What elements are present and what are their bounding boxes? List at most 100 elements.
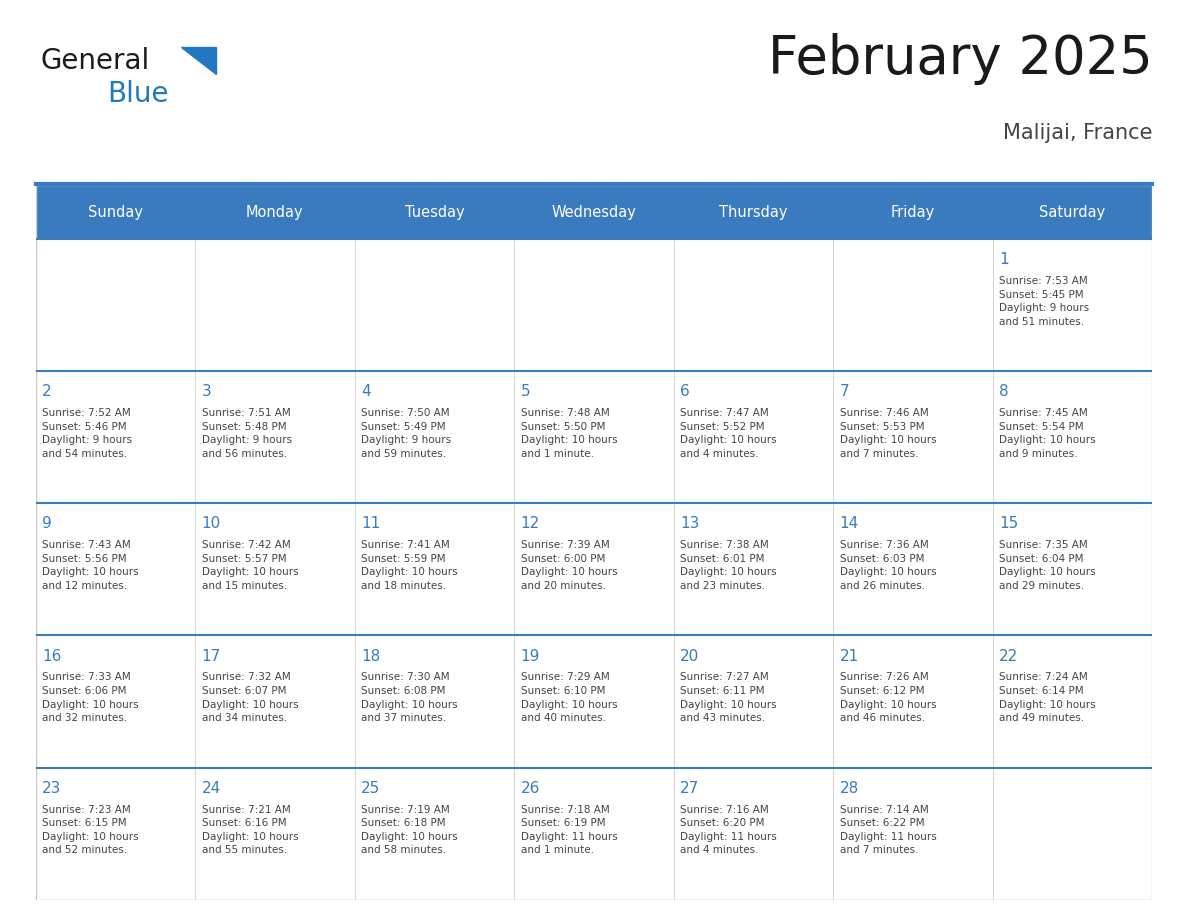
Bar (36, 767, 195, 900)
Text: Sunrise: 7:16 AM
Sunset: 6:20 PM
Daylight: 11 hours
and 4 minutes.: Sunrise: 7:16 AM Sunset: 6:20 PM Dayligh… (681, 804, 777, 856)
Bar (833, 239, 993, 371)
Bar (674, 635, 833, 767)
Bar (514, 371, 674, 503)
Text: Saturday: Saturday (1040, 205, 1106, 219)
Text: Sunrise: 7:18 AM
Sunset: 6:19 PM
Daylight: 11 hours
and 1 minute.: Sunrise: 7:18 AM Sunset: 6:19 PM Dayligh… (520, 804, 618, 856)
Text: 25: 25 (361, 780, 380, 796)
Text: 19: 19 (520, 649, 541, 664)
Text: Sunday: Sunday (88, 205, 143, 219)
Bar (355, 767, 514, 900)
Text: 27: 27 (681, 780, 700, 796)
Text: 1: 1 (999, 252, 1009, 267)
Bar (36, 635, 195, 767)
Text: Sunrise: 7:35 AM
Sunset: 6:04 PM
Daylight: 10 hours
and 29 minutes.: Sunrise: 7:35 AM Sunset: 6:04 PM Dayligh… (999, 541, 1095, 591)
Text: 3: 3 (202, 385, 211, 399)
Bar (993, 767, 1152, 900)
Text: 2: 2 (42, 385, 51, 399)
Text: 21: 21 (840, 649, 859, 664)
Text: 26: 26 (520, 780, 541, 796)
Bar (674, 371, 833, 503)
Text: Sunrise: 7:33 AM
Sunset: 6:06 PM
Daylight: 10 hours
and 32 minutes.: Sunrise: 7:33 AM Sunset: 6:06 PM Dayligh… (42, 672, 139, 723)
Text: 23: 23 (42, 780, 62, 796)
Text: Sunrise: 7:38 AM
Sunset: 6:01 PM
Daylight: 10 hours
and 23 minutes.: Sunrise: 7:38 AM Sunset: 6:01 PM Dayligh… (681, 541, 777, 591)
Text: Sunrise: 7:21 AM
Sunset: 6:16 PM
Daylight: 10 hours
and 55 minutes.: Sunrise: 7:21 AM Sunset: 6:16 PM Dayligh… (202, 804, 298, 856)
Bar (514, 239, 674, 371)
Text: 14: 14 (840, 517, 859, 532)
Bar (195, 239, 355, 371)
Bar (993, 635, 1152, 767)
Text: 11: 11 (361, 517, 380, 532)
Bar (833, 635, 993, 767)
Text: February 2025: February 2025 (767, 33, 1152, 85)
Text: 18: 18 (361, 649, 380, 664)
Text: 17: 17 (202, 649, 221, 664)
Text: Sunrise: 7:30 AM
Sunset: 6:08 PM
Daylight: 10 hours
and 37 minutes.: Sunrise: 7:30 AM Sunset: 6:08 PM Dayligh… (361, 672, 457, 723)
Text: 5: 5 (520, 385, 530, 399)
Bar (674, 185, 833, 239)
Bar (36, 185, 195, 239)
Text: Thursday: Thursday (719, 205, 788, 219)
Bar (674, 503, 833, 635)
Bar (36, 239, 195, 371)
Text: 24: 24 (202, 780, 221, 796)
Text: 15: 15 (999, 517, 1018, 532)
Bar (355, 503, 514, 635)
Text: 16: 16 (42, 649, 62, 664)
Bar (355, 635, 514, 767)
Text: 22: 22 (999, 649, 1018, 664)
Bar (195, 371, 355, 503)
Text: Tuesday: Tuesday (405, 205, 465, 219)
Text: Sunrise: 7:47 AM
Sunset: 5:52 PM
Daylight: 10 hours
and 4 minutes.: Sunrise: 7:47 AM Sunset: 5:52 PM Dayligh… (681, 409, 777, 459)
Bar (993, 503, 1152, 635)
Bar (36, 371, 195, 503)
Text: Monday: Monday (246, 205, 304, 219)
Bar (36, 503, 195, 635)
Text: 9: 9 (42, 517, 52, 532)
Text: Friday: Friday (891, 205, 935, 219)
Bar (514, 185, 674, 239)
Text: 20: 20 (681, 649, 700, 664)
Bar (514, 635, 674, 767)
Text: Sunrise: 7:41 AM
Sunset: 5:59 PM
Daylight: 10 hours
and 18 minutes.: Sunrise: 7:41 AM Sunset: 5:59 PM Dayligh… (361, 541, 457, 591)
Bar (993, 185, 1152, 239)
Text: Sunrise: 7:52 AM
Sunset: 5:46 PM
Daylight: 9 hours
and 54 minutes.: Sunrise: 7:52 AM Sunset: 5:46 PM Dayligh… (42, 409, 132, 459)
Bar (195, 635, 355, 767)
Bar (833, 767, 993, 900)
Text: General: General (40, 47, 150, 75)
Text: Sunrise: 7:39 AM
Sunset: 6:00 PM
Daylight: 10 hours
and 20 minutes.: Sunrise: 7:39 AM Sunset: 6:00 PM Dayligh… (520, 541, 618, 591)
Bar (355, 185, 514, 239)
Bar (195, 503, 355, 635)
Bar (674, 239, 833, 371)
Text: 12: 12 (520, 517, 539, 532)
Text: 4: 4 (361, 385, 371, 399)
Text: Sunrise: 7:48 AM
Sunset: 5:50 PM
Daylight: 10 hours
and 1 minute.: Sunrise: 7:48 AM Sunset: 5:50 PM Dayligh… (520, 409, 618, 459)
Text: 10: 10 (202, 517, 221, 532)
Bar (195, 767, 355, 900)
Text: Sunrise: 7:29 AM
Sunset: 6:10 PM
Daylight: 10 hours
and 40 minutes.: Sunrise: 7:29 AM Sunset: 6:10 PM Dayligh… (520, 672, 618, 723)
Text: Sunrise: 7:14 AM
Sunset: 6:22 PM
Daylight: 11 hours
and 7 minutes.: Sunrise: 7:14 AM Sunset: 6:22 PM Dayligh… (840, 804, 936, 856)
Text: Sunrise: 7:19 AM
Sunset: 6:18 PM
Daylight: 10 hours
and 58 minutes.: Sunrise: 7:19 AM Sunset: 6:18 PM Dayligh… (361, 804, 457, 856)
Text: Sunrise: 7:26 AM
Sunset: 6:12 PM
Daylight: 10 hours
and 46 minutes.: Sunrise: 7:26 AM Sunset: 6:12 PM Dayligh… (840, 672, 936, 723)
Text: Sunrise: 7:50 AM
Sunset: 5:49 PM
Daylight: 9 hours
and 59 minutes.: Sunrise: 7:50 AM Sunset: 5:49 PM Dayligh… (361, 409, 451, 459)
Polygon shape (181, 47, 216, 74)
Text: 7: 7 (840, 385, 849, 399)
Text: Sunrise: 7:27 AM
Sunset: 6:11 PM
Daylight: 10 hours
and 43 minutes.: Sunrise: 7:27 AM Sunset: 6:11 PM Dayligh… (681, 672, 777, 723)
Text: Sunrise: 7:53 AM
Sunset: 5:45 PM
Daylight: 9 hours
and 51 minutes.: Sunrise: 7:53 AM Sunset: 5:45 PM Dayligh… (999, 276, 1089, 327)
Text: Sunrise: 7:36 AM
Sunset: 6:03 PM
Daylight: 10 hours
and 26 minutes.: Sunrise: 7:36 AM Sunset: 6:03 PM Dayligh… (840, 541, 936, 591)
Text: Sunrise: 7:46 AM
Sunset: 5:53 PM
Daylight: 10 hours
and 7 minutes.: Sunrise: 7:46 AM Sunset: 5:53 PM Dayligh… (840, 409, 936, 459)
Text: Sunrise: 7:45 AM
Sunset: 5:54 PM
Daylight: 10 hours
and 9 minutes.: Sunrise: 7:45 AM Sunset: 5:54 PM Dayligh… (999, 409, 1095, 459)
Text: Sunrise: 7:24 AM
Sunset: 6:14 PM
Daylight: 10 hours
and 49 minutes.: Sunrise: 7:24 AM Sunset: 6:14 PM Dayligh… (999, 672, 1095, 723)
Bar (833, 503, 993, 635)
Bar (514, 503, 674, 635)
Text: Sunrise: 7:42 AM
Sunset: 5:57 PM
Daylight: 10 hours
and 15 minutes.: Sunrise: 7:42 AM Sunset: 5:57 PM Dayligh… (202, 541, 298, 591)
Bar (674, 767, 833, 900)
Bar (833, 371, 993, 503)
Text: Blue: Blue (107, 80, 169, 108)
Bar (514, 767, 674, 900)
Text: 13: 13 (681, 517, 700, 532)
Text: 28: 28 (840, 780, 859, 796)
Text: Sunrise: 7:32 AM
Sunset: 6:07 PM
Daylight: 10 hours
and 34 minutes.: Sunrise: 7:32 AM Sunset: 6:07 PM Dayligh… (202, 672, 298, 723)
Bar (833, 185, 993, 239)
Text: 8: 8 (999, 385, 1009, 399)
Bar (355, 371, 514, 503)
